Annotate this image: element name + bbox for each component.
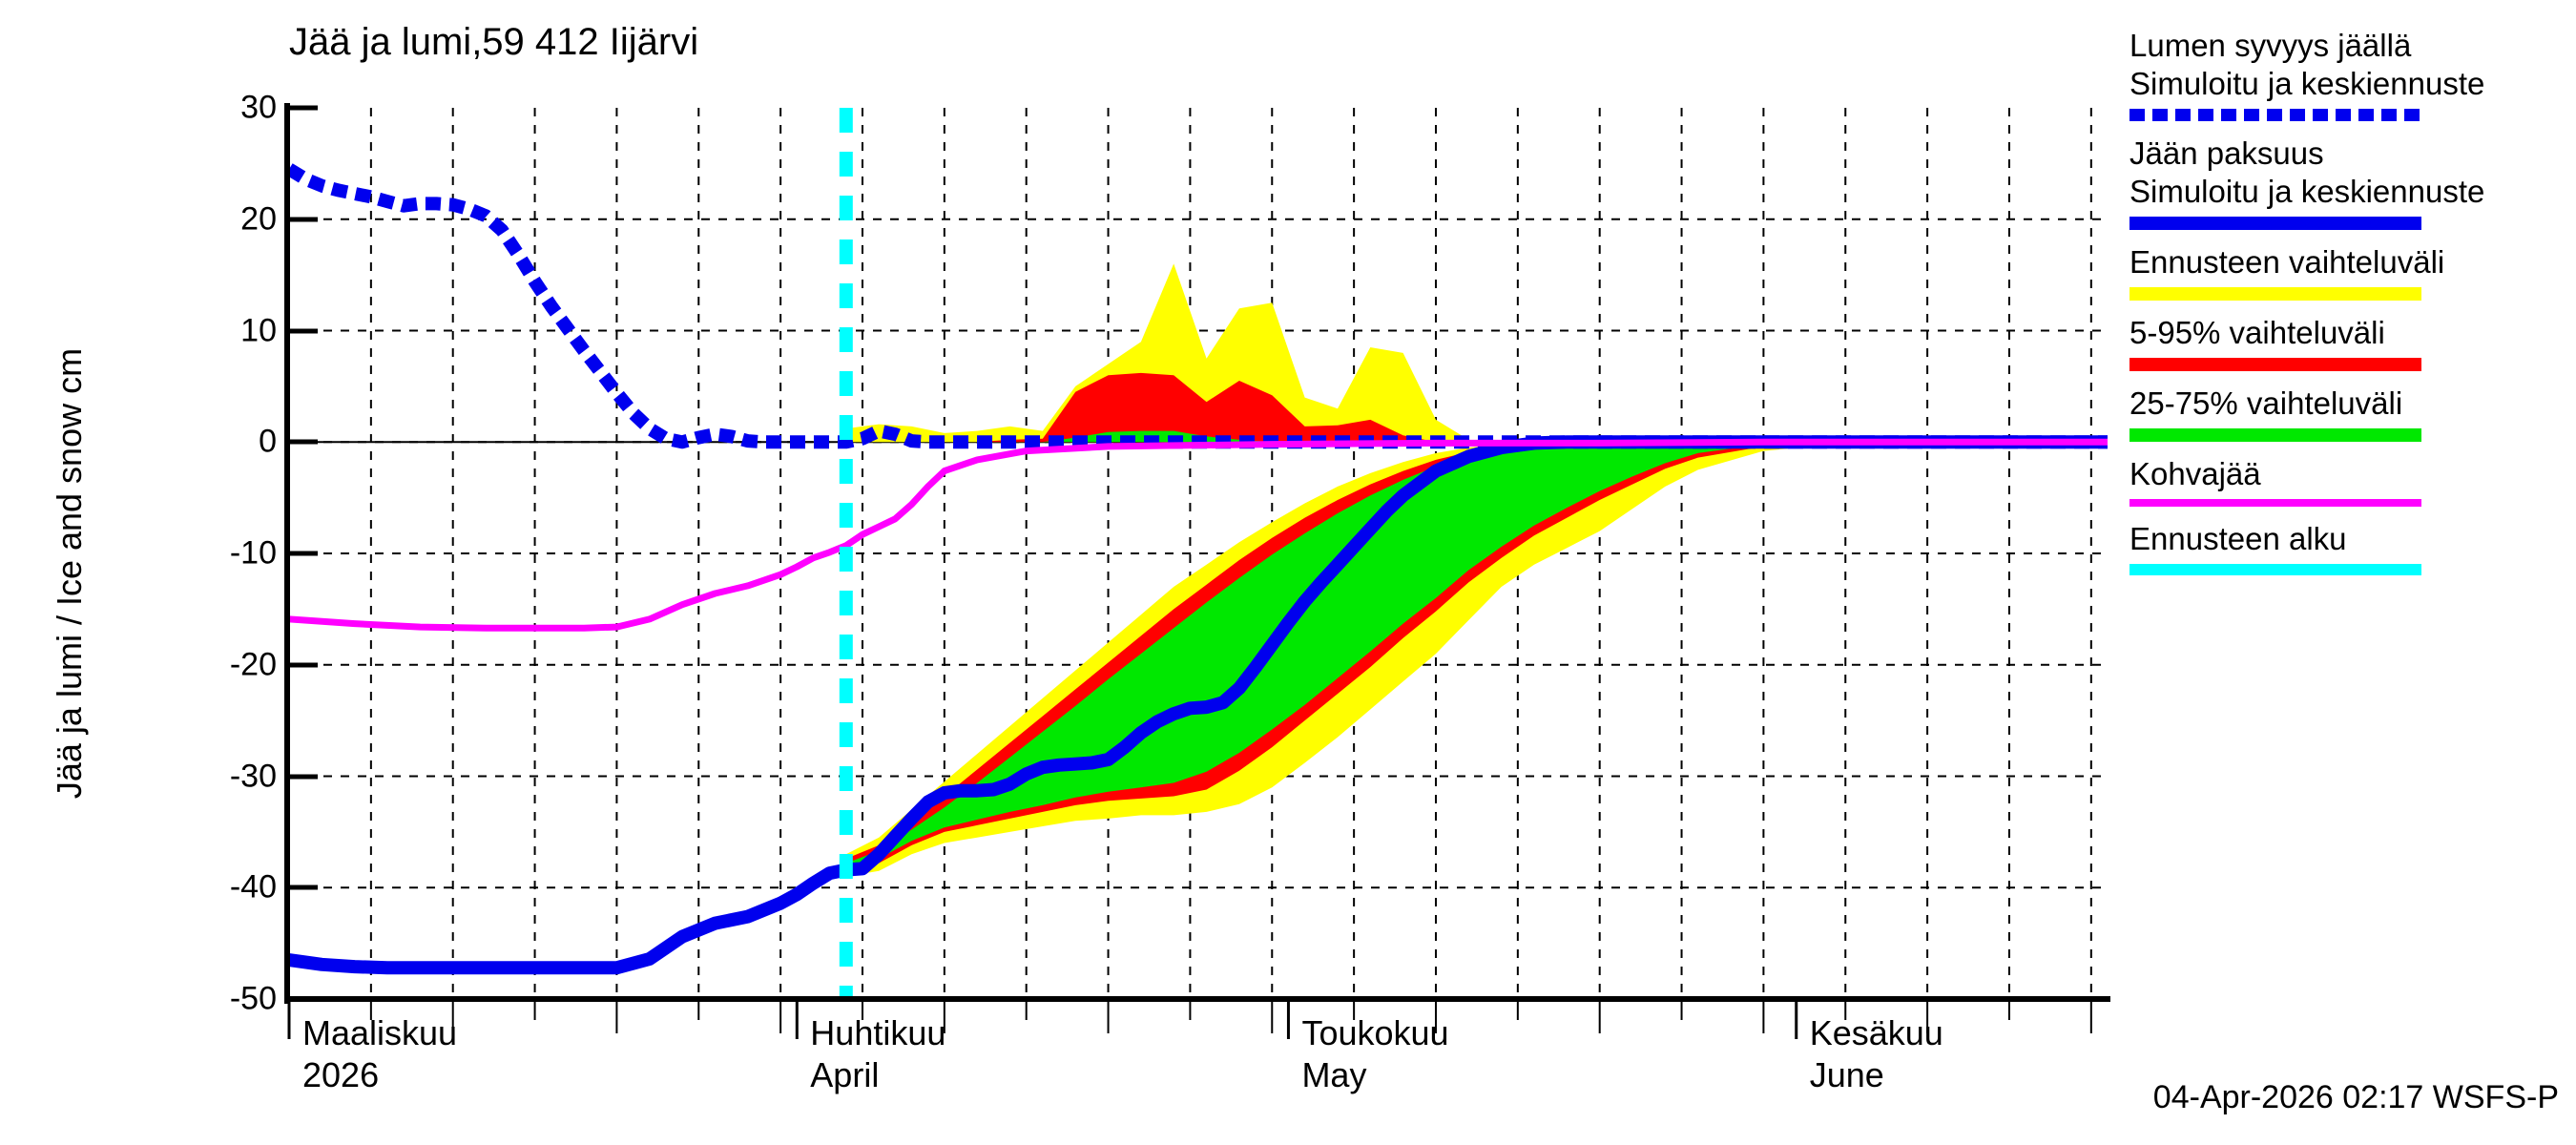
legend-item[interactable]: Ennusteen alku	[2129, 520, 2576, 575]
legend-item-label: Ennusteen alku	[2129, 521, 2347, 556]
legend-item-label: Kohvajää	[2129, 456, 2261, 491]
timestamp: 04-Apr-2026 02:17 WSFS-P	[2152, 1079, 2559, 1115]
snow-forecast-bands	[845, 263, 1600, 443]
legend-swatch-magenta-line	[2129, 499, 2421, 507]
x-month-fi: Maaliskuu	[302, 1013, 458, 1052]
y-tick-mark	[289, 551, 318, 556]
y-tick-mark	[289, 662, 318, 668]
y-tick-mark	[289, 885, 318, 890]
forecast-bands	[845, 442, 2108, 877]
legend-swatch-cyan-dashed-line	[2129, 564, 2421, 575]
x-axis-month-label: Toukokuu May	[1301, 1012, 1448, 1096]
y-tick-label: -50	[229, 980, 277, 1017]
legend-swatch-dotted-blue-line	[2129, 109, 2421, 121]
x-axis-tick-labels: Maaliskuu 2026 Huhtikuu April Toukokuu May Kes…	[0, 1007, 2576, 1131]
y-tick-label: -20	[229, 646, 277, 683]
gridlines	[289, 108, 2108, 999]
x-axis-month-label: Maaliskuu 2026	[302, 1012, 457, 1096]
legend-swatch-yellow-band	[2129, 287, 2421, 301]
x-month-fi: Huhtikuu	[810, 1013, 946, 1052]
legend-item-label: Jään paksuus	[2129, 135, 2324, 171]
legend-item-label: 25-75% vaihteluväli	[2129, 385, 2403, 421]
y-tick-label: -30	[229, 758, 277, 794]
y-axis-tick-labels: 30 20 10 0 -10 -20 -30 -40 -50	[143, 0, 277, 1145]
x-month-en: 2026	[302, 1055, 380, 1094]
y-tick-label: 10	[240, 312, 277, 348]
x-month-en: May	[1301, 1055, 1367, 1094]
y-tick-label: -40	[229, 868, 277, 906]
y-tick-label: 20	[240, 200, 277, 238]
legend: Lumen syvyys jäällä Simuloitu ja keskienn…	[2129, 27, 2576, 589]
legend-item[interactable]: Kohvajää	[2129, 455, 2576, 507]
legend-item[interactable]: 5-95% vaihteluväli	[2129, 314, 2576, 371]
legend-swatch-green-band	[2129, 428, 2421, 442]
legend-item[interactable]: Jään paksuus Simuloitu ja keskiennuste	[2129, 135, 2576, 230]
legend-item-label: Ennusteen vaihteluväli	[2129, 244, 2445, 280]
y-tick-mark	[289, 996, 318, 1002]
legend-item-sublabel: Simuloitu ja keskiennuste	[2129, 174, 2485, 209]
x-axis-line	[284, 996, 2110, 1002]
y-tick-mark	[289, 439, 318, 445]
y-tick-label: -10	[229, 534, 277, 572]
legend-item[interactable]: Ennusteen vaihteluväli	[2129, 243, 2576, 301]
legend-item-label: 5-95% vaihteluväli	[2129, 315, 2385, 350]
data-series	[289, 163, 2108, 975]
y-tick-mark	[289, 328, 318, 333]
y-tick-label: 30	[240, 89, 277, 126]
legend-swatch-solid-blue-line	[2129, 217, 2421, 230]
x-month-en: June	[1809, 1055, 1884, 1094]
legend-swatch-red-band	[2129, 358, 2421, 371]
y-tick-mark	[289, 774, 318, 779]
x-axis-month-label: Huhtikuu April	[810, 1012, 945, 1096]
x-month-fi: Toukokuu	[1301, 1013, 1449, 1052]
legend-item-label: Lumen syvyys jäällä	[2129, 28, 2412, 63]
x-month-fi: Kesäkuu	[1809, 1013, 1943, 1052]
x-month-en: April	[810, 1055, 880, 1094]
legend-item[interactable]: Lumen syvyys jäällä Simuloitu ja keskienn…	[2129, 27, 2576, 121]
page-title: Jää ja lumi,59 412 Iijärvi	[289, 21, 699, 63]
x-axis-ticks	[287, 1001, 2092, 1039]
y-tick-label: 0	[259, 423, 277, 460]
x-axis-month-label: Kesäkuu June	[1810, 1012, 1943, 1096]
y-tick-mark	[289, 105, 318, 111]
y-axis-title: Jää ja lumi / Ice and snow cm	[50, 347, 89, 800]
legend-item[interactable]: 25-75% vaihteluväli	[2129, 385, 2576, 442]
y-tick-mark	[289, 217, 318, 222]
plot-area	[289, 108, 2108, 999]
legend-item-sublabel: Simuloitu ja keskiennuste	[2129, 66, 2485, 101]
plot-canvas	[289, 108, 2108, 999]
y-axis-line	[284, 103, 290, 1004]
